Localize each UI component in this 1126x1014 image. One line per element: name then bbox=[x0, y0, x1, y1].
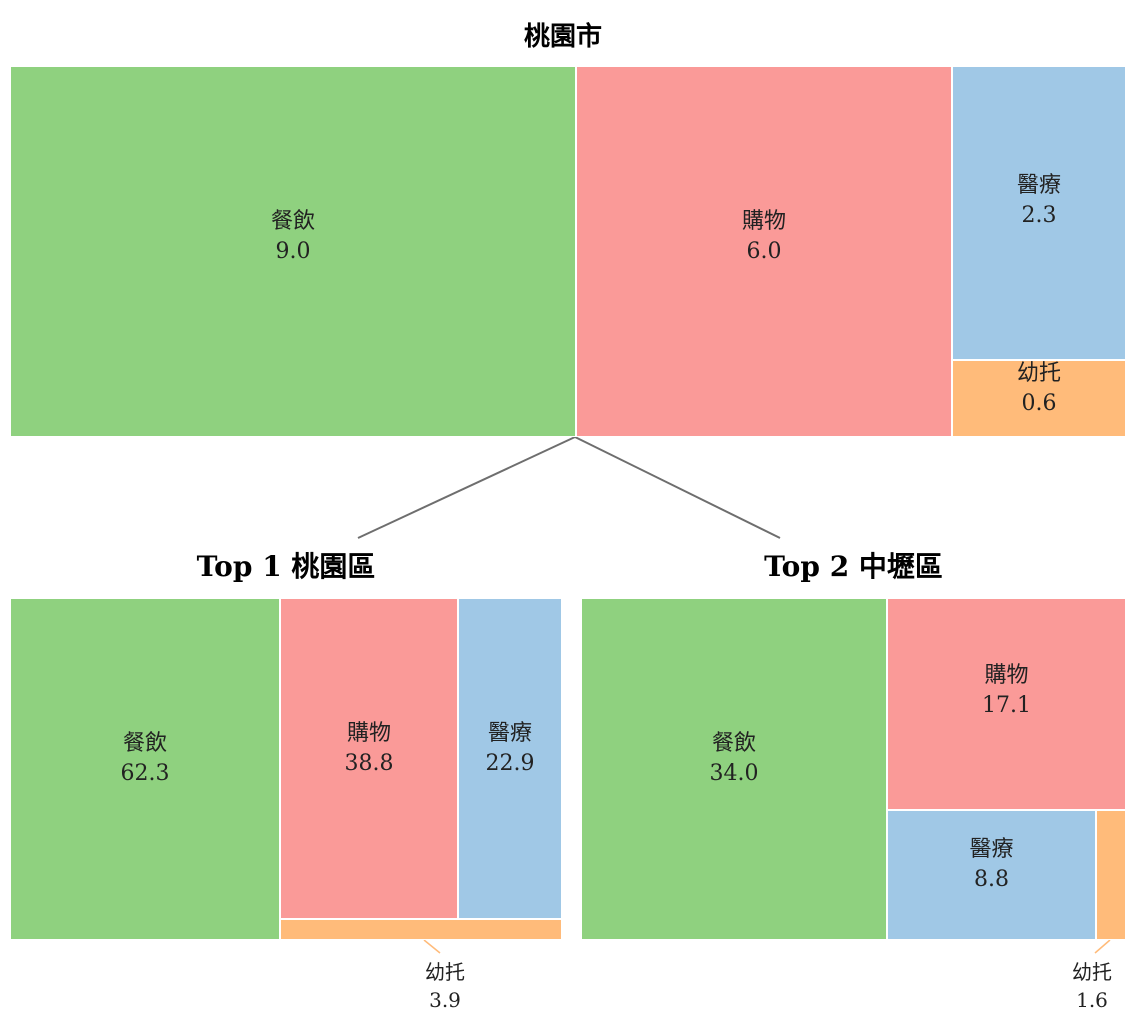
tile-value: 34.0 bbox=[709, 761, 759, 786]
tile-label: 餐飲 34.0 bbox=[582, 729, 886, 789]
tile-category: 醫療 bbox=[487, 721, 532, 746]
chart-title-top2-district: Top 2 中壢區 bbox=[764, 550, 943, 583]
tile-label: 醫療 22.9 bbox=[459, 719, 561, 779]
treemap-tile-taoyuan-district-medical: 醫療 22.9 bbox=[458, 598, 562, 919]
tile-label: 餐飲 62.3 bbox=[11, 729, 279, 789]
tile-category: 購物 bbox=[741, 209, 786, 234]
tile-category: 餐飲 bbox=[711, 731, 756, 756]
treemap-tile-taoyuan-district-dining: 餐飲 62.3 bbox=[10, 598, 280, 940]
callout-leader-taoyuan-district-childcare bbox=[423, 939, 441, 954]
tile-value: 8.8 bbox=[974, 867, 1009, 892]
treemap-tile-zhongli-district-medical: 醫療 8.8 bbox=[887, 810, 1096, 940]
drilldown-connector-right bbox=[574, 436, 781, 539]
chart-title-taoyuan-city: 桃園市 bbox=[523, 22, 602, 52]
tile-category: 購物 bbox=[346, 721, 391, 746]
tile-category: 醫療 bbox=[1016, 173, 1061, 198]
callout-value: 3.9 bbox=[429, 988, 461, 1012]
callout-category: 幼托 bbox=[1072, 960, 1112, 984]
chart-title-top1-district: Top 1 桃園區 bbox=[196, 550, 376, 583]
tile-value: 6.0 bbox=[746, 239, 782, 264]
tile-label: 餐飲 9.0 bbox=[11, 207, 575, 267]
callout-leader-zhongli-district-childcare bbox=[1094, 939, 1111, 954]
callout-category: 幼托 bbox=[425, 960, 465, 984]
treemap-tile-zhongli-district-childcare bbox=[1096, 810, 1126, 940]
treemap-tile-taoyuan-district-shopping: 購物 38.8 bbox=[280, 598, 458, 919]
treemap-tile-zhongli-district-dining: 餐飲 34.0 bbox=[581, 598, 887, 940]
tile-label: 購物 6.0 bbox=[577, 207, 951, 267]
tile-value: 9.0 bbox=[275, 239, 311, 264]
callout-value: 1.6 bbox=[1076, 988, 1108, 1012]
tile-value: 38.8 bbox=[344, 751, 394, 776]
tile-label: 醫療 2.3 bbox=[953, 171, 1125, 231]
tile-label: 購物 38.8 bbox=[281, 719, 457, 779]
tile-value: 0.6 bbox=[1021, 391, 1057, 416]
tile-category: 餐飲 bbox=[122, 731, 167, 756]
tile-value: 2.3 bbox=[1021, 203, 1057, 228]
treemap-tile-city-medical: 醫療 2.3 bbox=[952, 66, 1126, 360]
tile-label: 購物 17.1 bbox=[888, 661, 1125, 721]
treemap-tile-taoyuan-district-childcare bbox=[280, 919, 562, 940]
tile-category: 幼托 bbox=[1016, 361, 1061, 386]
callout-taoyuan-district-childcare: 幼托 3.9 bbox=[400, 958, 490, 1014]
tile-value: 62.3 bbox=[120, 761, 170, 786]
tile-category: 餐飲 bbox=[270, 209, 315, 234]
tile-label: 醫療 8.8 bbox=[888, 835, 1095, 895]
callout-zhongli-district-childcare: 幼托 1.6 bbox=[1060, 958, 1124, 1014]
tile-category: 醫療 bbox=[969, 837, 1014, 862]
treemap-tile-city-childcare: 幼托 0.6 bbox=[952, 360, 1126, 437]
treemap-tile-city-dining: 餐飲 9.0 bbox=[10, 66, 576, 437]
tile-label: 幼托 0.6 bbox=[953, 359, 1125, 419]
drilldown-connector-left bbox=[357, 436, 576, 539]
treemap-tile-city-shopping: 購物 6.0 bbox=[576, 66, 952, 437]
tile-value: 17.1 bbox=[982, 693, 1031, 718]
tile-category: 購物 bbox=[984, 663, 1029, 688]
treemap-tile-zhongli-district-shopping: 購物 17.1 bbox=[887, 598, 1126, 810]
tile-value: 22.9 bbox=[485, 751, 535, 776]
